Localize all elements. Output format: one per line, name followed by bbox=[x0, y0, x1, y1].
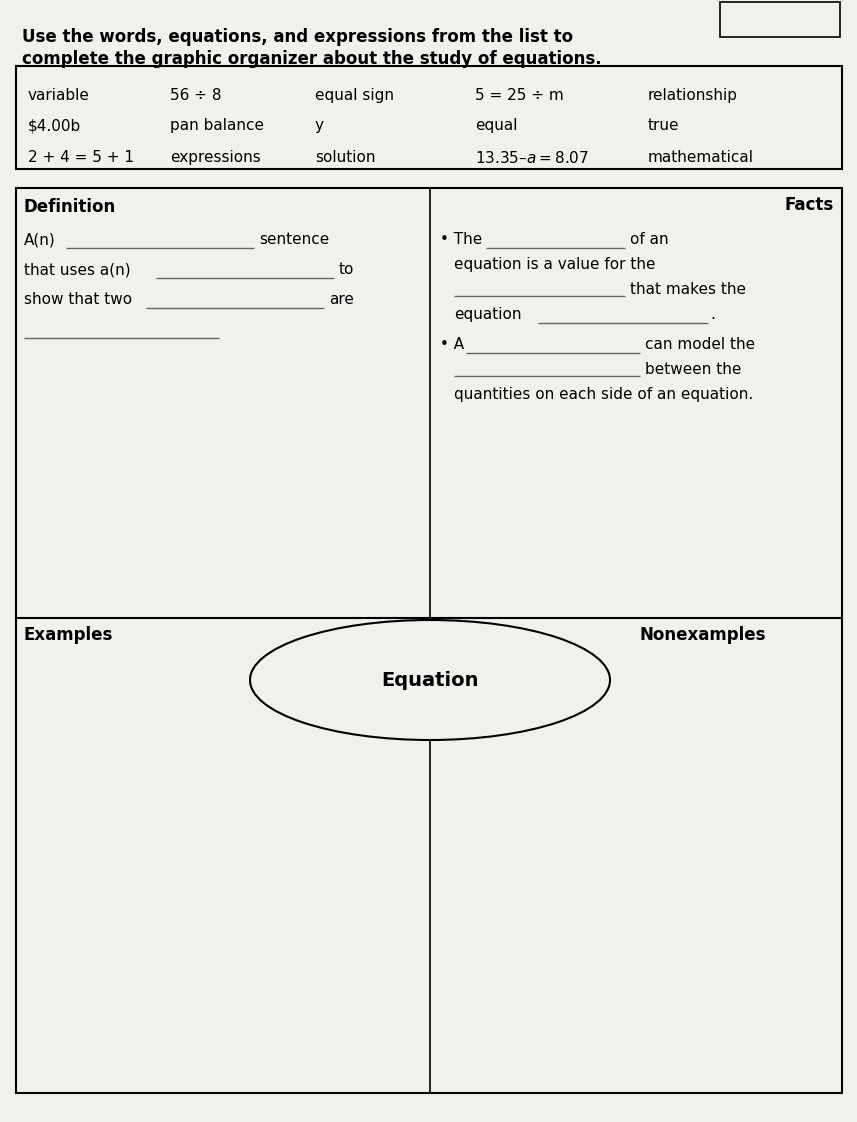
Text: equation is a value for the: equation is a value for the bbox=[454, 257, 656, 272]
Text: y: y bbox=[315, 118, 324, 134]
Text: Examples: Examples bbox=[24, 626, 113, 644]
Text: that makes the: that makes the bbox=[630, 282, 746, 297]
Text: pan balance: pan balance bbox=[170, 118, 264, 134]
Text: equal: equal bbox=[475, 118, 518, 134]
Text: $4.00b: $4.00b bbox=[28, 118, 81, 134]
Bar bbox=[720, 2, 840, 37]
Text: to: to bbox=[339, 263, 355, 277]
Text: Nonexamples: Nonexamples bbox=[640, 626, 766, 644]
Text: equal sign: equal sign bbox=[315, 88, 394, 103]
Text: that uses a(n): that uses a(n) bbox=[24, 263, 130, 277]
Text: relationship: relationship bbox=[648, 88, 738, 103]
Text: true: true bbox=[648, 118, 680, 134]
Text: solution: solution bbox=[315, 150, 375, 165]
Bar bbox=[16, 188, 842, 1093]
Text: between the: between the bbox=[645, 362, 741, 377]
Text: • The: • The bbox=[440, 232, 482, 247]
Text: 56 ÷ 8: 56 ÷ 8 bbox=[170, 88, 221, 103]
Text: Equation: Equation bbox=[381, 671, 479, 690]
Text: mathematical: mathematical bbox=[648, 150, 754, 165]
Text: expressions: expressions bbox=[170, 150, 261, 165]
Text: complete the graphic organizer about the study of equations.: complete the graphic organizer about the… bbox=[22, 50, 602, 68]
Text: of an: of an bbox=[630, 232, 668, 247]
Text: A(n): A(n) bbox=[24, 232, 56, 247]
Bar bbox=[16, 66, 842, 169]
Text: are: are bbox=[329, 292, 354, 307]
Text: quantities on each side of an equation.: quantities on each side of an equation. bbox=[454, 387, 753, 402]
Text: Use the words, equations, and expressions from the list to: Use the words, equations, and expression… bbox=[22, 28, 573, 46]
Text: can model the: can model the bbox=[645, 337, 755, 352]
Text: Facts: Facts bbox=[785, 196, 834, 214]
Text: variable: variable bbox=[28, 88, 90, 103]
Text: • A: • A bbox=[440, 337, 464, 352]
Text: sentence: sentence bbox=[259, 232, 329, 247]
Text: .: . bbox=[710, 307, 715, 322]
Text: 5 = 25 ÷ m: 5 = 25 ÷ m bbox=[475, 88, 564, 103]
Text: show that two: show that two bbox=[24, 292, 132, 307]
Ellipse shape bbox=[250, 620, 610, 741]
Text: Definition: Definition bbox=[24, 197, 117, 217]
Text: equation: equation bbox=[454, 307, 522, 322]
Text: 2 + 4 = 5 + 1: 2 + 4 = 5 + 1 bbox=[28, 150, 134, 165]
Text: $13.35 – a = $8.07: $13.35 – a = $8.07 bbox=[475, 150, 589, 166]
